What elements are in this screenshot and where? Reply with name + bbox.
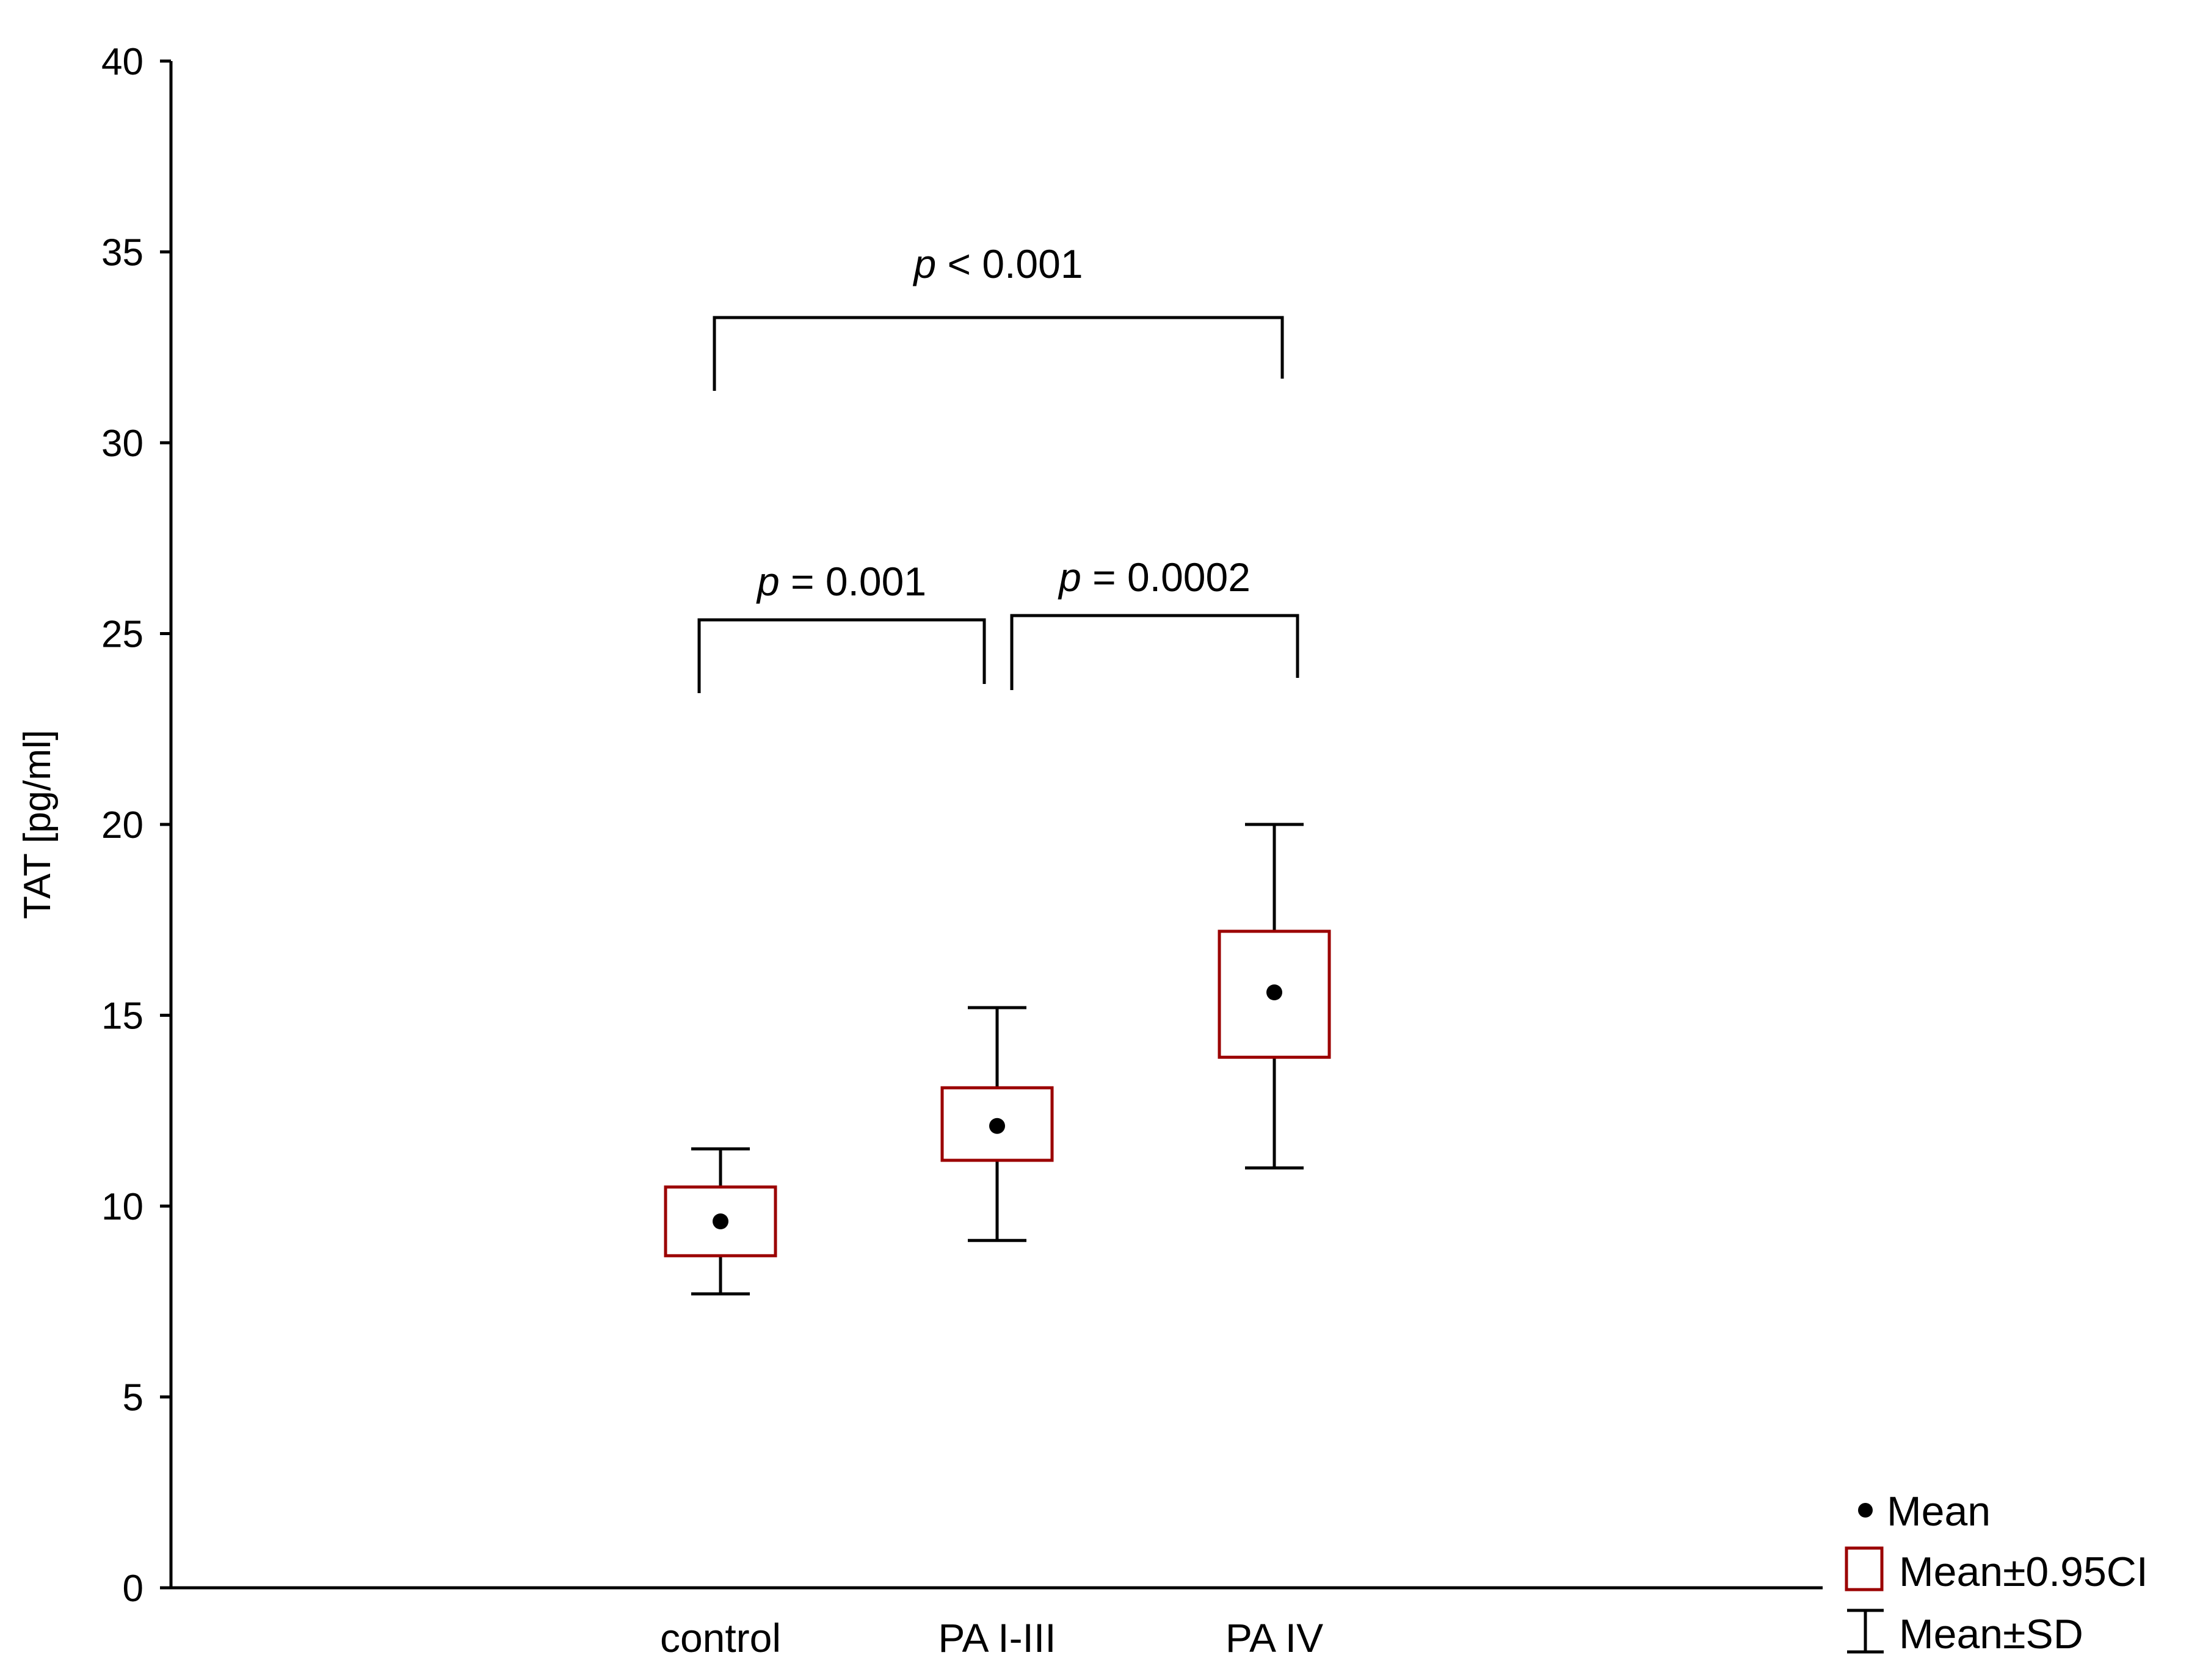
y-tick-label: 40: [101, 41, 143, 83]
legend: Mean Mean±0.95CI Mean±SD: [1845, 1488, 2148, 1657]
significance-bracket: p = 0.001: [697, 559, 986, 693]
significance-bracket: p < 0.001: [713, 241, 1284, 391]
mean-point: [713, 1213, 728, 1229]
p-value-label: p = 0.0002: [1058, 555, 1251, 600]
legend-item-dot: Mean: [1858, 1488, 1991, 1535]
y-tick-label: 25: [101, 614, 143, 656]
axes: 0 5 10 15 20 25 30 35 40 TAT [pg/ml] control PA I-I…: [16, 41, 1823, 1660]
x-tick-label: PA I-III: [938, 1615, 1056, 1660]
y-tick-label: 15: [101, 995, 143, 1038]
p-value: = 0.0002: [1081, 555, 1251, 600]
legend-box-icon: [1845, 1546, 1884, 1591]
legend-label: Mean±0.95CI: [1899, 1549, 2148, 1595]
box-group-control: [664, 1147, 777, 1296]
box-series: [664, 823, 1331, 1296]
p-value-label: p = 0.001: [756, 559, 926, 604]
p-symbol: p: [912, 241, 936, 286]
significance-bracket: p = 0.0002: [1010, 555, 1299, 690]
box-group-pa-i-iii: [940, 1006, 1054, 1242]
x-tick-label: PA IV: [1225, 1615, 1323, 1660]
p-value: < 0.001: [936, 241, 1083, 286]
legend-item-whisker: Mean±SD: [1847, 1609, 2083, 1657]
ci-box: [940, 1086, 1054, 1162]
legend-item-box: Mean±0.95CI: [1845, 1546, 2148, 1595]
ci-box: [664, 1185, 777, 1257]
y-tick-label: 30: [101, 423, 143, 465]
legend-dot-icon: [1858, 1503, 1873, 1518]
p-value-label: p < 0.001: [912, 241, 1083, 286]
x-tick-label: control: [660, 1615, 781, 1660]
p-symbol: p: [756, 559, 780, 604]
ci-box: [1218, 929, 1331, 1059]
legend-label: Mean±SD: [1899, 1611, 2083, 1657]
bracket-line: [713, 316, 1284, 391]
y-axis-title: TAT [pg/ml]: [16, 730, 59, 919]
mean-point: [989, 1118, 1005, 1134]
p-value: = 0.001: [780, 559, 926, 604]
mean-point: [1266, 984, 1282, 1000]
y-tick-label: 35: [101, 232, 143, 274]
bracket-line: [697, 618, 986, 693]
y-tick-label: 20: [101, 804, 143, 846]
y-tick-label: 0: [123, 1568, 143, 1610]
bracket-line: [1010, 614, 1299, 690]
legend-label: Mean: [1887, 1488, 1991, 1535]
y-tick-label: 5: [123, 1377, 143, 1419]
p-symbol: p: [1058, 555, 1081, 600]
box-group-pa-iv: [1218, 823, 1331, 1169]
y-tick-label: 10: [101, 1186, 143, 1228]
